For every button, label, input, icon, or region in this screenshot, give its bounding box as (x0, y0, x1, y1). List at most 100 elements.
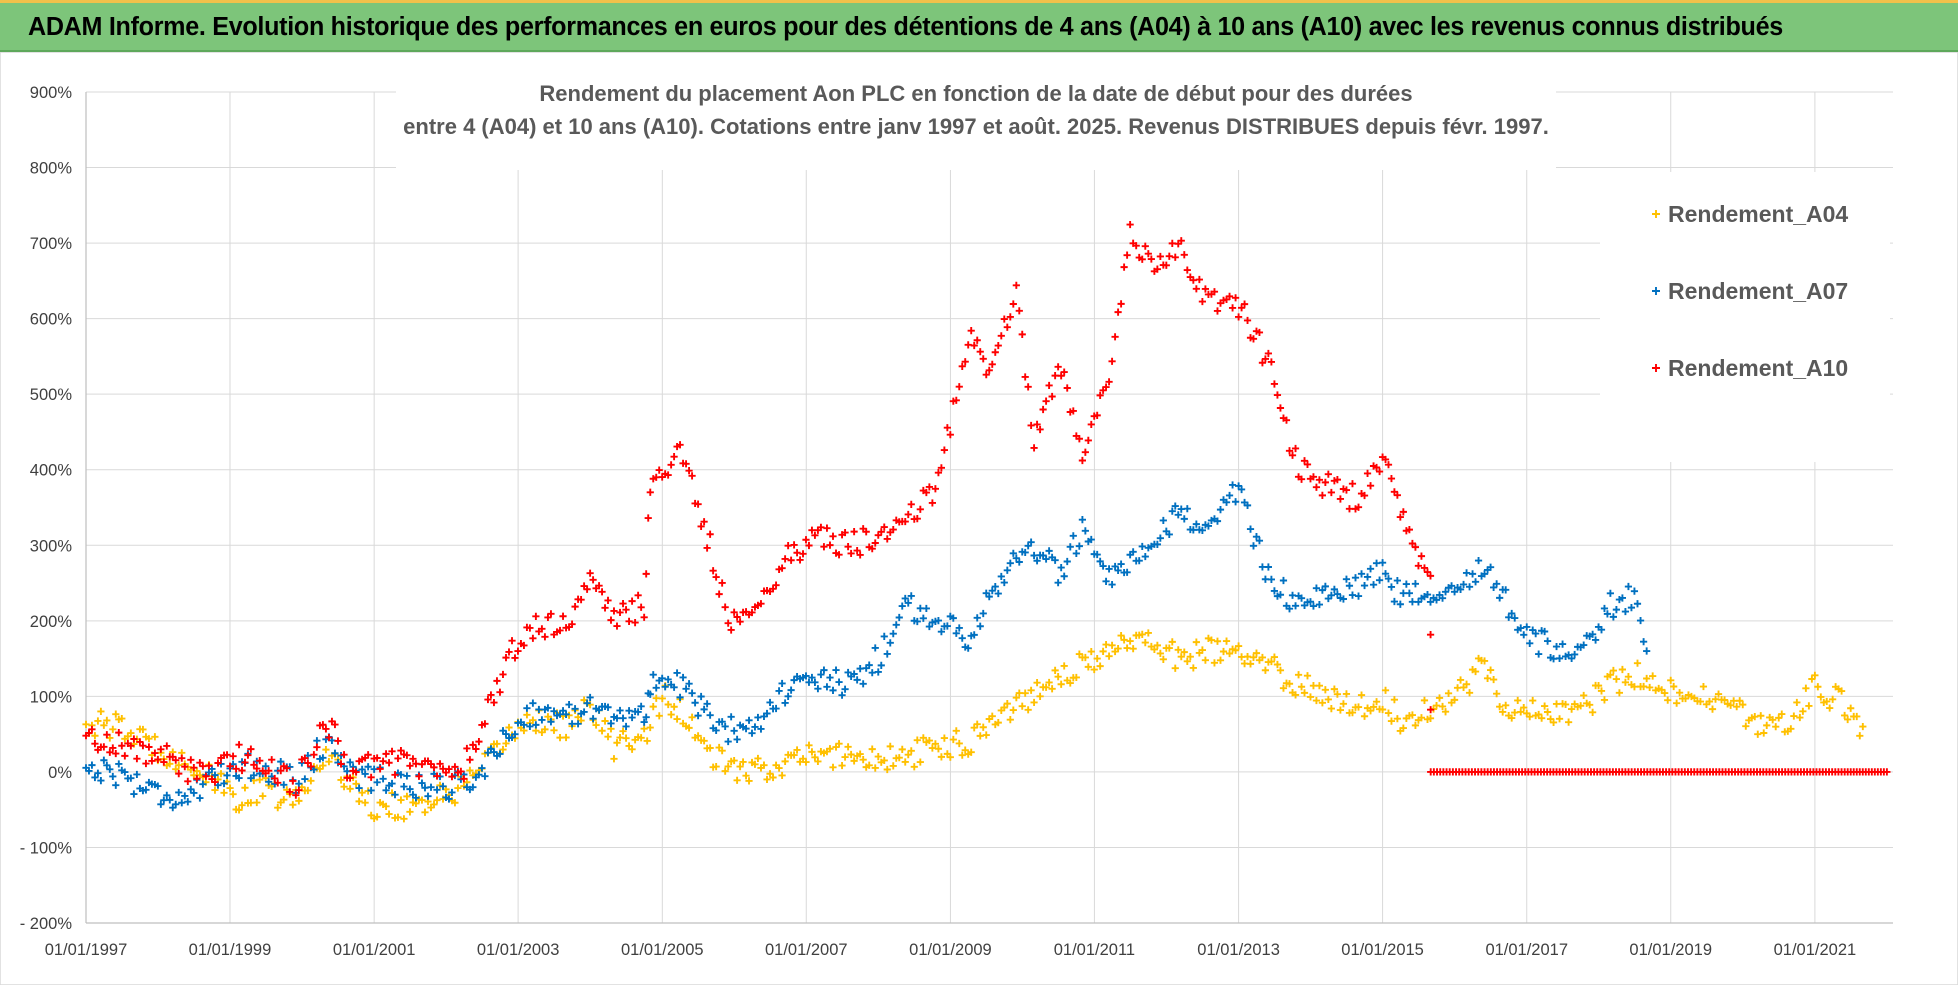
data-point (379, 775, 387, 783)
data-point (775, 687, 783, 695)
data-point (1580, 641, 1588, 649)
data-point (640, 718, 648, 726)
data-point (1360, 581, 1369, 590)
data-point (742, 772, 750, 780)
data-point (733, 613, 741, 621)
data-point (1427, 706, 1435, 714)
data-point (136, 738, 144, 746)
data-point (622, 722, 630, 731)
data-point (1372, 463, 1381, 472)
data-point (859, 680, 867, 688)
data-point (664, 700, 672, 709)
data-point (1742, 722, 1750, 730)
data-point (592, 721, 600, 729)
data-point (655, 712, 663, 720)
data-point (1480, 657, 1489, 665)
data-point (712, 762, 720, 771)
data-point (850, 670, 858, 678)
data-point (826, 541, 834, 549)
data-point (883, 650, 891, 658)
chart-area: - 200% - 100% 0% 100% 200% 300% 400% 500% 600% 70… (0, 52, 1958, 985)
data-point (1606, 589, 1614, 597)
data-point (1438, 702, 1447, 711)
data-point (1102, 640, 1110, 649)
title-banner: ADAM Informe. Evolution historique des p… (0, 0, 1958, 52)
data-point (970, 341, 978, 350)
data-point (1423, 568, 1432, 576)
data-point (1087, 535, 1095, 544)
data-point (1258, 359, 1267, 367)
data-point (451, 799, 459, 807)
data-point (1426, 598, 1435, 606)
data-point (1297, 594, 1306, 602)
data-point (1520, 703, 1528, 712)
data-point (214, 759, 222, 767)
data-point (226, 784, 234, 792)
data-point (322, 725, 330, 733)
data-point (481, 720, 489, 728)
data-point (1330, 585, 1338, 593)
data-point (727, 713, 735, 721)
data-point (1171, 253, 1179, 261)
data-point (982, 371, 990, 379)
data-point (1426, 572, 1435, 580)
data-point (1138, 542, 1146, 551)
data-point (790, 541, 798, 549)
data-point (859, 756, 867, 764)
data-point (346, 785, 354, 793)
data-point (85, 729, 93, 737)
data-point (1228, 304, 1237, 312)
data-point (724, 619, 732, 627)
data-point (481, 772, 489, 780)
data-point (1408, 711, 1416, 719)
data-point (472, 745, 480, 753)
data-point (757, 600, 765, 608)
data-point (700, 705, 708, 713)
data-point (538, 716, 546, 724)
data-point (448, 788, 456, 797)
data-point (901, 758, 909, 766)
data-point (1441, 708, 1450, 716)
data-point (133, 770, 141, 779)
data-point (1270, 653, 1279, 661)
data-point (568, 720, 576, 728)
data-point (265, 778, 273, 786)
data-point (400, 815, 408, 823)
data-point (1180, 515, 1188, 523)
data-point (1081, 527, 1089, 535)
data-point (1708, 705, 1717, 713)
data-point (1630, 683, 1639, 691)
data-point (1162, 261, 1170, 269)
data-point (238, 766, 246, 775)
data-point (1243, 501, 1252, 509)
data-point (1297, 683, 1306, 691)
data-point (196, 794, 204, 802)
data-point (1261, 666, 1269, 674)
data-point (1294, 671, 1303, 679)
data-point (1093, 550, 1101, 559)
data-point (1396, 513, 1404, 521)
legend-marker-rendement-a07 (1652, 287, 1660, 295)
data-point (835, 740, 843, 748)
data-point (499, 670, 507, 679)
data-point (1096, 662, 1104, 670)
data-point (151, 749, 159, 757)
data-point (1057, 563, 1065, 572)
data-point (1408, 539, 1416, 548)
data-point (640, 613, 648, 621)
data-point (1526, 639, 1534, 647)
data-point (835, 678, 843, 686)
data-point (1126, 637, 1134, 645)
data-point (280, 781, 288, 789)
data-point (1555, 654, 1564, 662)
data-point (1636, 616, 1645, 625)
data-point (991, 582, 999, 591)
data-point (1018, 330, 1026, 338)
data-point (1177, 653, 1185, 661)
data-point (1123, 644, 1131, 652)
data-point (1586, 701, 1594, 709)
data-point (1129, 548, 1137, 556)
data-point (274, 779, 282, 787)
data-point (1366, 482, 1375, 490)
data-point (1471, 667, 1480, 676)
